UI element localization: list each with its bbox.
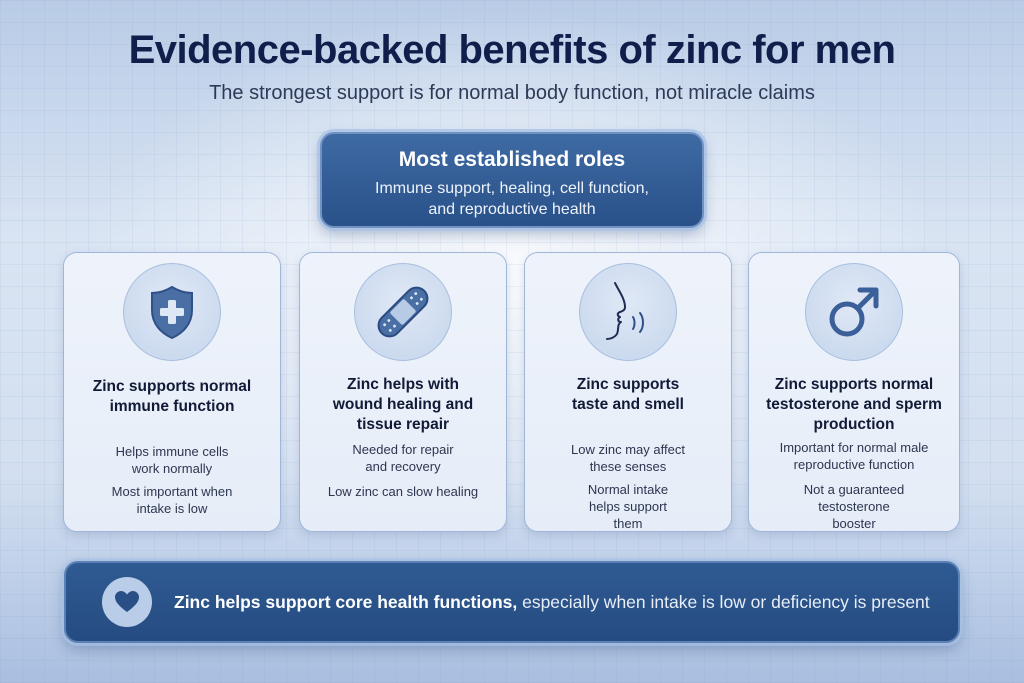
icon-badge: [354, 263, 452, 361]
banner-bold-text: Zinc helps support core health functions…: [174, 591, 518, 612]
male-symbol-icon: [829, 287, 879, 337]
card-title: Zinc supports normal immune function: [92, 378, 252, 415]
card-title: Zinc supports taste and smell: [572, 376, 684, 413]
card-title: Zinc helps with wound healing and tissue…: [332, 376, 474, 433]
card-desc-2: Low zinc can slow healing: [327, 484, 479, 499]
benefit-card-immune: Zinc supports normal immune function Hel…: [63, 252, 281, 532]
shield-plus-icon: [151, 285, 193, 340]
icon-badge: [579, 263, 677, 361]
page-subtitle: The strongest support is for normal body…: [209, 82, 815, 104]
heart-icon: [115, 591, 139, 612]
face-profile-smell-icon: [606, 282, 644, 340]
benefit-card-senses: Zinc supports taste and smell Low zinc m…: [524, 252, 732, 532]
page-title: Evidence-backed benefits of zinc for men: [128, 28, 896, 72]
benefit-card-healing: Zinc helps with wound healing and tissue…: [299, 252, 507, 532]
banner-text: Zinc helps support core health functions…: [174, 592, 930, 613]
card-title: Zinc supports normal testosterone and sp…: [766, 376, 942, 433]
hero-body-line-2: and reproductive health: [428, 201, 596, 218]
hero-heading: Most established roles: [398, 148, 626, 171]
icon-badge: [805, 263, 903, 361]
icon-badge: [123, 263, 221, 361]
card-desc-1: Needed for repair and recovery: [352, 442, 454, 474]
card-desc-2: Most important when intake is low: [111, 484, 233, 516]
benefit-card-reproductive: Zinc supports normal testosterone and sp…: [748, 252, 960, 532]
card-desc-2: Normal intake helps support them: [587, 482, 669, 531]
card-desc-1: Low zinc may affect these senses: [571, 442, 685, 474]
banner-rest-text: especially when intake is low or deficie…: [517, 591, 930, 612]
summary-banner: Zinc helps support core health functions…: [64, 561, 960, 643]
bandage-icon: [377, 286, 429, 338]
established-roles-panel: Most established roles Immune support, h…: [320, 132, 704, 228]
card-desc-2: Not a guaranteed testosterone booster: [803, 482, 905, 531]
heart-badge: [102, 577, 152, 627]
card-desc-1: Helps immune cells work normally: [115, 444, 229, 476]
card-desc-1: Important for normal male reproductive f…: [779, 440, 929, 472]
hero-body-line-1: Immune support, healing, cell function,: [375, 180, 649, 197]
